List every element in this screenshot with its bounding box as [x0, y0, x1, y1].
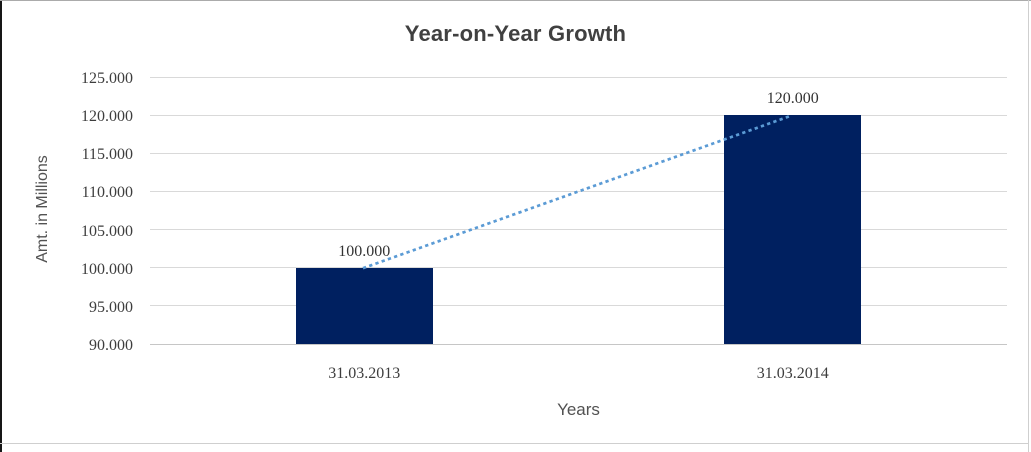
gridline [150, 229, 1007, 231]
bar-value-label: 120.000 [766, 90, 819, 108]
window-border-right [1028, 0, 1029, 452]
window-border-top [0, 0, 1031, 1]
y-tick-label: 100.000 [81, 260, 133, 278]
gridline [150, 114, 1007, 116]
gridline [150, 190, 1007, 192]
chart-title: Year-on-Year Growth [404, 21, 627, 46]
y-tick-label: 95.000 [89, 298, 133, 316]
x-tick-label: 31.03.2013 [328, 365, 401, 382]
y-tick-label: 125.000 [81, 70, 133, 87]
y-tick-label: 90.000 [89, 337, 133, 354]
x-axis-line [150, 343, 1007, 345]
x-tick-label: 31.03.2014 [756, 365, 829, 382]
y-tick-label: 105.000 [81, 222, 133, 240]
x-axis-title: Years [557, 400, 600, 419]
gridline [150, 76, 1007, 78]
y-tick-label: 115.000 [81, 146, 133, 164]
window-border-bottom [0, 443, 1028, 444]
y-tick-label: 120.000 [81, 108, 133, 126]
bar [724, 115, 862, 344]
gridline [150, 305, 1007, 307]
gridline [150, 152, 1007, 154]
y-axis-title: Amt. in Millions [34, 155, 51, 263]
y-tick-label: 110.000 [81, 184, 133, 202]
bar-value-label: 100.000 [338, 242, 391, 260]
bar [295, 267, 433, 344]
gridline [150, 267, 1007, 269]
window-border-left [0, 0, 2, 452]
